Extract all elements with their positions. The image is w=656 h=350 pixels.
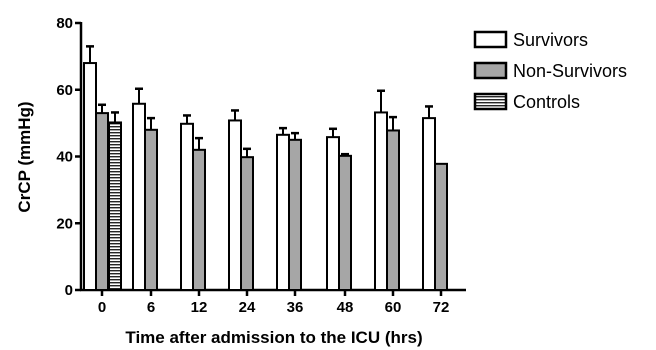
y-tick-label: 20 [56,215,73,232]
bar-survivors-0 [83,62,97,291]
y-tick-label: 0 [65,282,73,299]
legend-label: Survivors [513,30,588,50]
bar-survivors-60 [374,111,388,291]
legend-label: Non-Survivors [513,61,627,81]
legend-swatch [473,30,508,49]
x-tick-label: 48 [337,299,354,316]
y-tick-label: 40 [56,149,73,166]
bar-survivors-72 [422,117,436,292]
x-tick-label: 36 [287,299,304,316]
x-tick-label: 6 [147,299,155,316]
bar-survivors-6 [132,102,146,291]
bar-non-survivors-12 [192,148,206,291]
x-tick-label: 60 [385,299,402,316]
x-tick-label: 24 [239,299,256,316]
bar-survivors-48 [326,136,340,291]
bar-non-survivors-48 [338,154,352,291]
bar-non-survivors-72 [434,162,448,291]
x-tick-label: 0 [98,299,106,316]
bar-survivors-36 [276,133,290,291]
bar-survivors-24 [228,119,242,291]
x-axis-title: Time after admission to the ICU (hrs) [125,328,422,347]
bar-non-survivors-24 [240,156,254,291]
legend-label: Controls [513,92,580,112]
y-axis-title: CrCP (mmHg) [15,101,34,212]
bar-controls-0 [108,121,122,291]
legend-swatch [473,61,508,80]
x-tick-label: 12 [191,299,208,316]
bar-survivors-12 [180,122,194,292]
bar-non-survivors-6 [144,128,158,291]
bar-non-survivors-36 [288,138,302,291]
bar-non-survivors-60 [386,129,400,291]
y-tick-label: 80 [56,15,73,32]
legend: Survivors Non-Survivors Controls [473,30,627,112]
legend-swatch [473,92,508,111]
y-tick-label: 60 [56,82,73,99]
x-axis: 0 6 12 24 36 48 60 72 [80,288,466,316]
bars-group [83,45,448,292]
x-tick-label: 72 [433,299,450,316]
bar-non-survivors-0 [95,112,109,291]
y-axis: 0 20 40 60 80 [56,15,83,299]
